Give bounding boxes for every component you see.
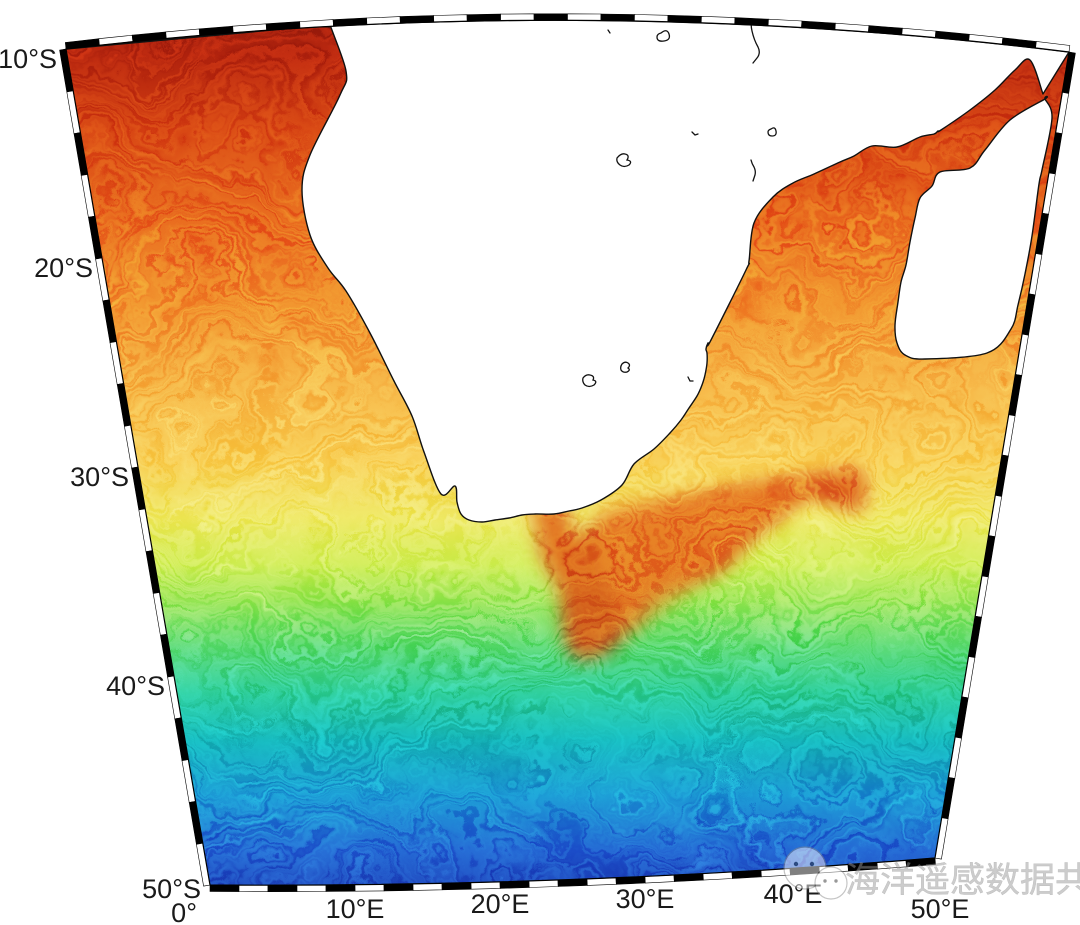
svg-text:10°S: 10°S [0, 44, 57, 74]
svg-text:10°E: 10°E [326, 894, 385, 924]
svg-text:40°S: 40°S [106, 671, 165, 701]
svg-text:海洋遥感数据共享: 海洋遥感数据共享 [845, 861, 1080, 900]
svg-text:30°S: 30°S [70, 462, 129, 492]
svg-text:30°E: 30°E [616, 884, 675, 914]
svg-text:20°E: 20°E [471, 889, 530, 919]
svg-text:0°: 0° [171, 898, 197, 925]
svg-text:20°S: 20°S [34, 253, 93, 283]
